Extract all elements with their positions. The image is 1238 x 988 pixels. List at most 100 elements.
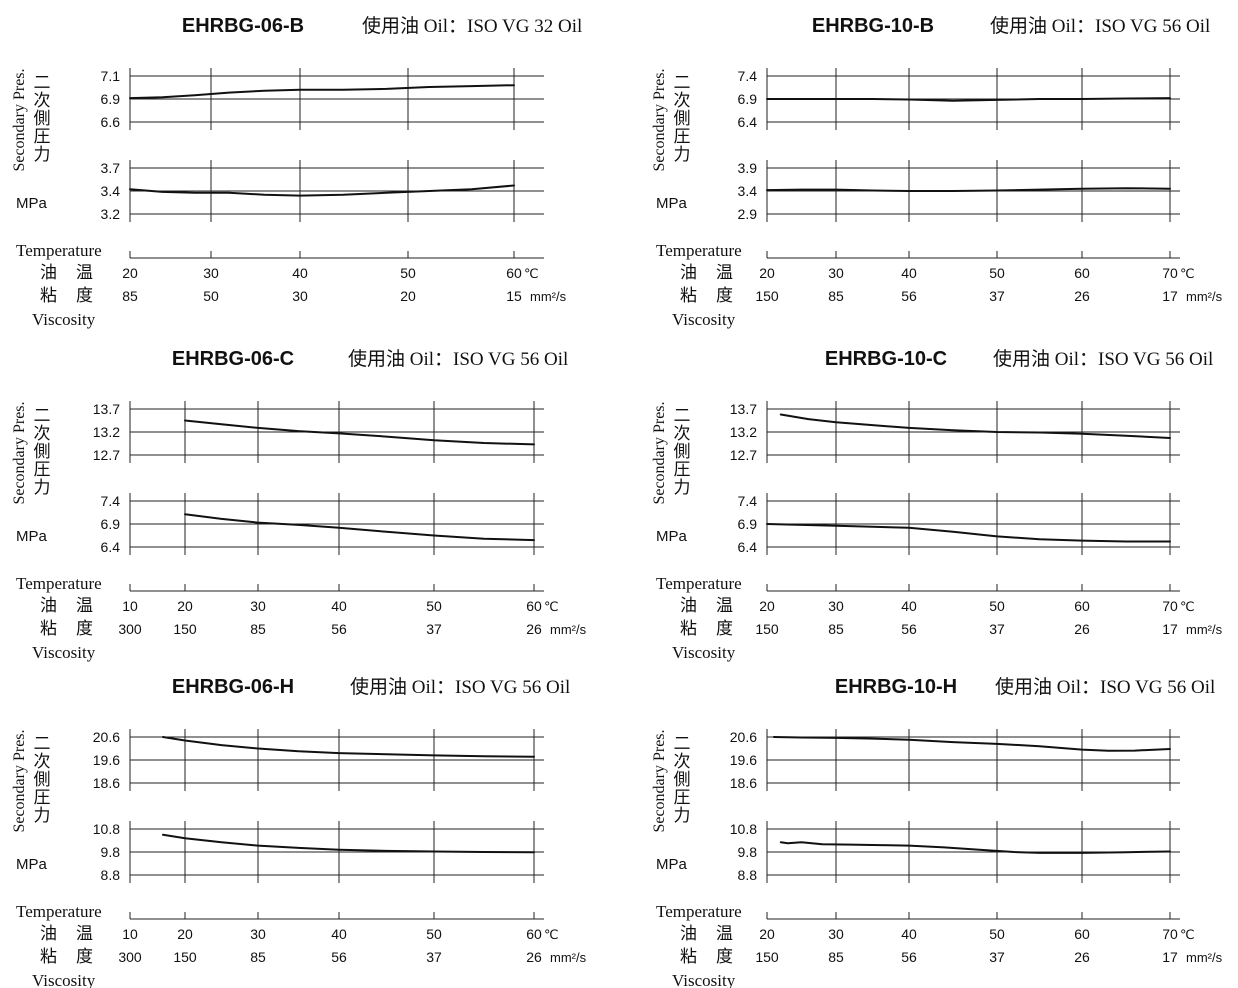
x-tick-label-visc: 26: [1074, 288, 1090, 304]
y-tick-label: 13.7: [93, 401, 120, 417]
x-tick-label-visc: 20: [400, 288, 416, 304]
chart-panel-ehrbg-06-b: EHRBG-06-B 使用油 Oil：ISO VG 32 Oil Secondary…: [11, 15, 582, 329]
temp-label-jp: 油: [680, 263, 697, 282]
y-axis-label-jp-char: 二: [674, 406, 691, 425]
oil-label: 使用油 Oil：ISO VG 56 Oil: [990, 15, 1210, 37]
y-axis-label-jp-char: 力: [34, 478, 51, 497]
y-tick-label: 13.2: [730, 424, 757, 440]
unit-label: MPa: [16, 528, 48, 545]
y-axis-label-jp-char: 圧: [34, 788, 51, 807]
temp-label-jp: 温: [716, 596, 733, 615]
x-tick-label-visc: 85: [828, 621, 844, 637]
x-tick-label-temp: 20: [759, 265, 775, 281]
panel-title: EHRBG-10-H: [835, 676, 957, 698]
y-tick-label: 20.6: [93, 729, 120, 745]
unit-label: MPa: [656, 195, 688, 212]
series-line-lower: [129, 184, 515, 197]
chart-panel-ehrbg-10-b: EHRBG-10-B 使用油 Oil：ISO VG 56 Oil Secondary…: [651, 15, 1223, 329]
x-tick-label-visc: 85: [122, 288, 138, 304]
temp-unit: ℃: [544, 599, 559, 614]
y-tick-label: 19.6: [93, 752, 120, 768]
panel-title: EHRBG-06-C: [172, 348, 294, 370]
y-tick-label: 20.6: [730, 729, 757, 745]
temperature-label: Temperature: [656, 902, 742, 921]
series-line-upper: [779, 413, 1171, 439]
x-tick-label-visc: 26: [526, 949, 542, 965]
x-tick-label-temp: 50: [989, 265, 1005, 281]
visc-label-jp: 粘: [40, 286, 57, 305]
y-axis-label-jp-char: 力: [34, 145, 51, 164]
series-line-lower: [184, 513, 535, 542]
visc-unit: mm²/s: [1186, 622, 1223, 637]
x-tick-label-temp: 10: [122, 598, 138, 614]
x-tick-label-visc: 56: [901, 288, 917, 304]
y-tick-label: 6.4: [101, 539, 121, 555]
x-tick-label-temp: 10: [122, 926, 138, 942]
x-tick-label-temp: 40: [331, 926, 347, 942]
x-tick-label-visc: 85: [828, 949, 844, 965]
visc-label-jp: 粘: [40, 619, 57, 638]
temp-unit: ℃: [524, 266, 539, 281]
x-tick-label-temp: 60: [526, 926, 542, 942]
y-tick-label: 9.8: [738, 844, 758, 860]
y-tick-label: 7.4: [738, 68, 758, 84]
series-line-lower: [162, 833, 535, 854]
y-tick-label: 3.2: [101, 206, 121, 222]
series-line-lower: [766, 523, 1171, 543]
visc-label-jp: 度: [76, 619, 93, 638]
y-tick-label: 18.6: [730, 775, 757, 791]
x-tick-label-visc: 56: [901, 621, 917, 637]
x-tick-label-visc: 150: [755, 621, 779, 637]
y-tick-label: 7.4: [738, 493, 758, 509]
x-tick-label-temp: 20: [177, 598, 193, 614]
x-tick-label-visc: 150: [173, 621, 197, 637]
x-tick-label-visc: 17: [1162, 288, 1178, 304]
series-line-upper: [184, 419, 535, 446]
x-tick-label-visc: 26: [1074, 949, 1090, 965]
x-tick-label-temp: 60: [506, 265, 522, 281]
viscosity-label: Viscosity: [32, 971, 96, 988]
x-tick-label-temp: 50: [989, 598, 1005, 614]
y-axis-label-jp-char: 力: [34, 806, 51, 825]
temp-label-jp: 温: [76, 596, 93, 615]
x-tick-label-visc: 17: [1162, 621, 1178, 637]
visc-label-jp: 度: [76, 286, 93, 305]
series-line-upper: [162, 736, 535, 758]
y-axis-label: Secondary Pres.: [651, 68, 668, 171]
temp-label-jp: 温: [76, 263, 93, 282]
x-tick-label-visc: 150: [755, 288, 779, 304]
viscosity-label: Viscosity: [672, 310, 736, 329]
unit-label: MPa: [16, 195, 48, 212]
temp-label-jp: 温: [716, 924, 733, 943]
visc-unit: mm²/s: [550, 950, 587, 965]
y-axis-label: Secondary Pres.: [11, 401, 28, 504]
y-axis-label-jp-char: 二: [674, 73, 691, 92]
y-axis-label-jp-char: 二: [34, 406, 51, 425]
y-axis-label-jp-char: 側: [34, 770, 51, 789]
x-tick-label-visc: 26: [526, 621, 542, 637]
y-tick-label: 12.7: [730, 447, 757, 463]
x-tick-label-temp: 40: [292, 265, 308, 281]
x-tick-label-temp: 40: [901, 265, 917, 281]
x-tick-label-visc: 37: [989, 288, 1005, 304]
x-tick-label-visc: 85: [828, 288, 844, 304]
temp-label-jp: 油: [40, 924, 57, 943]
y-axis-label: Secondary Pres.: [651, 729, 668, 832]
viscosity-label: Viscosity: [32, 643, 96, 662]
y-tick-label: 3.4: [738, 183, 758, 199]
y-tick-label: 10.8: [730, 821, 757, 837]
unit-label: MPa: [656, 528, 688, 545]
x-tick-label-temp: 50: [400, 265, 416, 281]
panel-title: EHRBG-06-H: [172, 676, 294, 698]
y-tick-label: 18.6: [93, 775, 120, 791]
temp-label-jp: 油: [40, 263, 57, 282]
temp-label-jp: 温: [76, 924, 93, 943]
temp-label-jp: 温: [716, 263, 733, 282]
x-tick-label-temp: 50: [426, 926, 442, 942]
unit-label: MPa: [656, 856, 688, 873]
x-tick-label-temp: 30: [828, 598, 844, 614]
visc-label-jp: 度: [716, 619, 733, 638]
oil-label: 使用油 Oil：ISO VG 32 Oil: [362, 15, 582, 37]
x-tick-label-temp: 40: [331, 598, 347, 614]
y-axis-label: Secondary Pres.: [11, 729, 28, 832]
